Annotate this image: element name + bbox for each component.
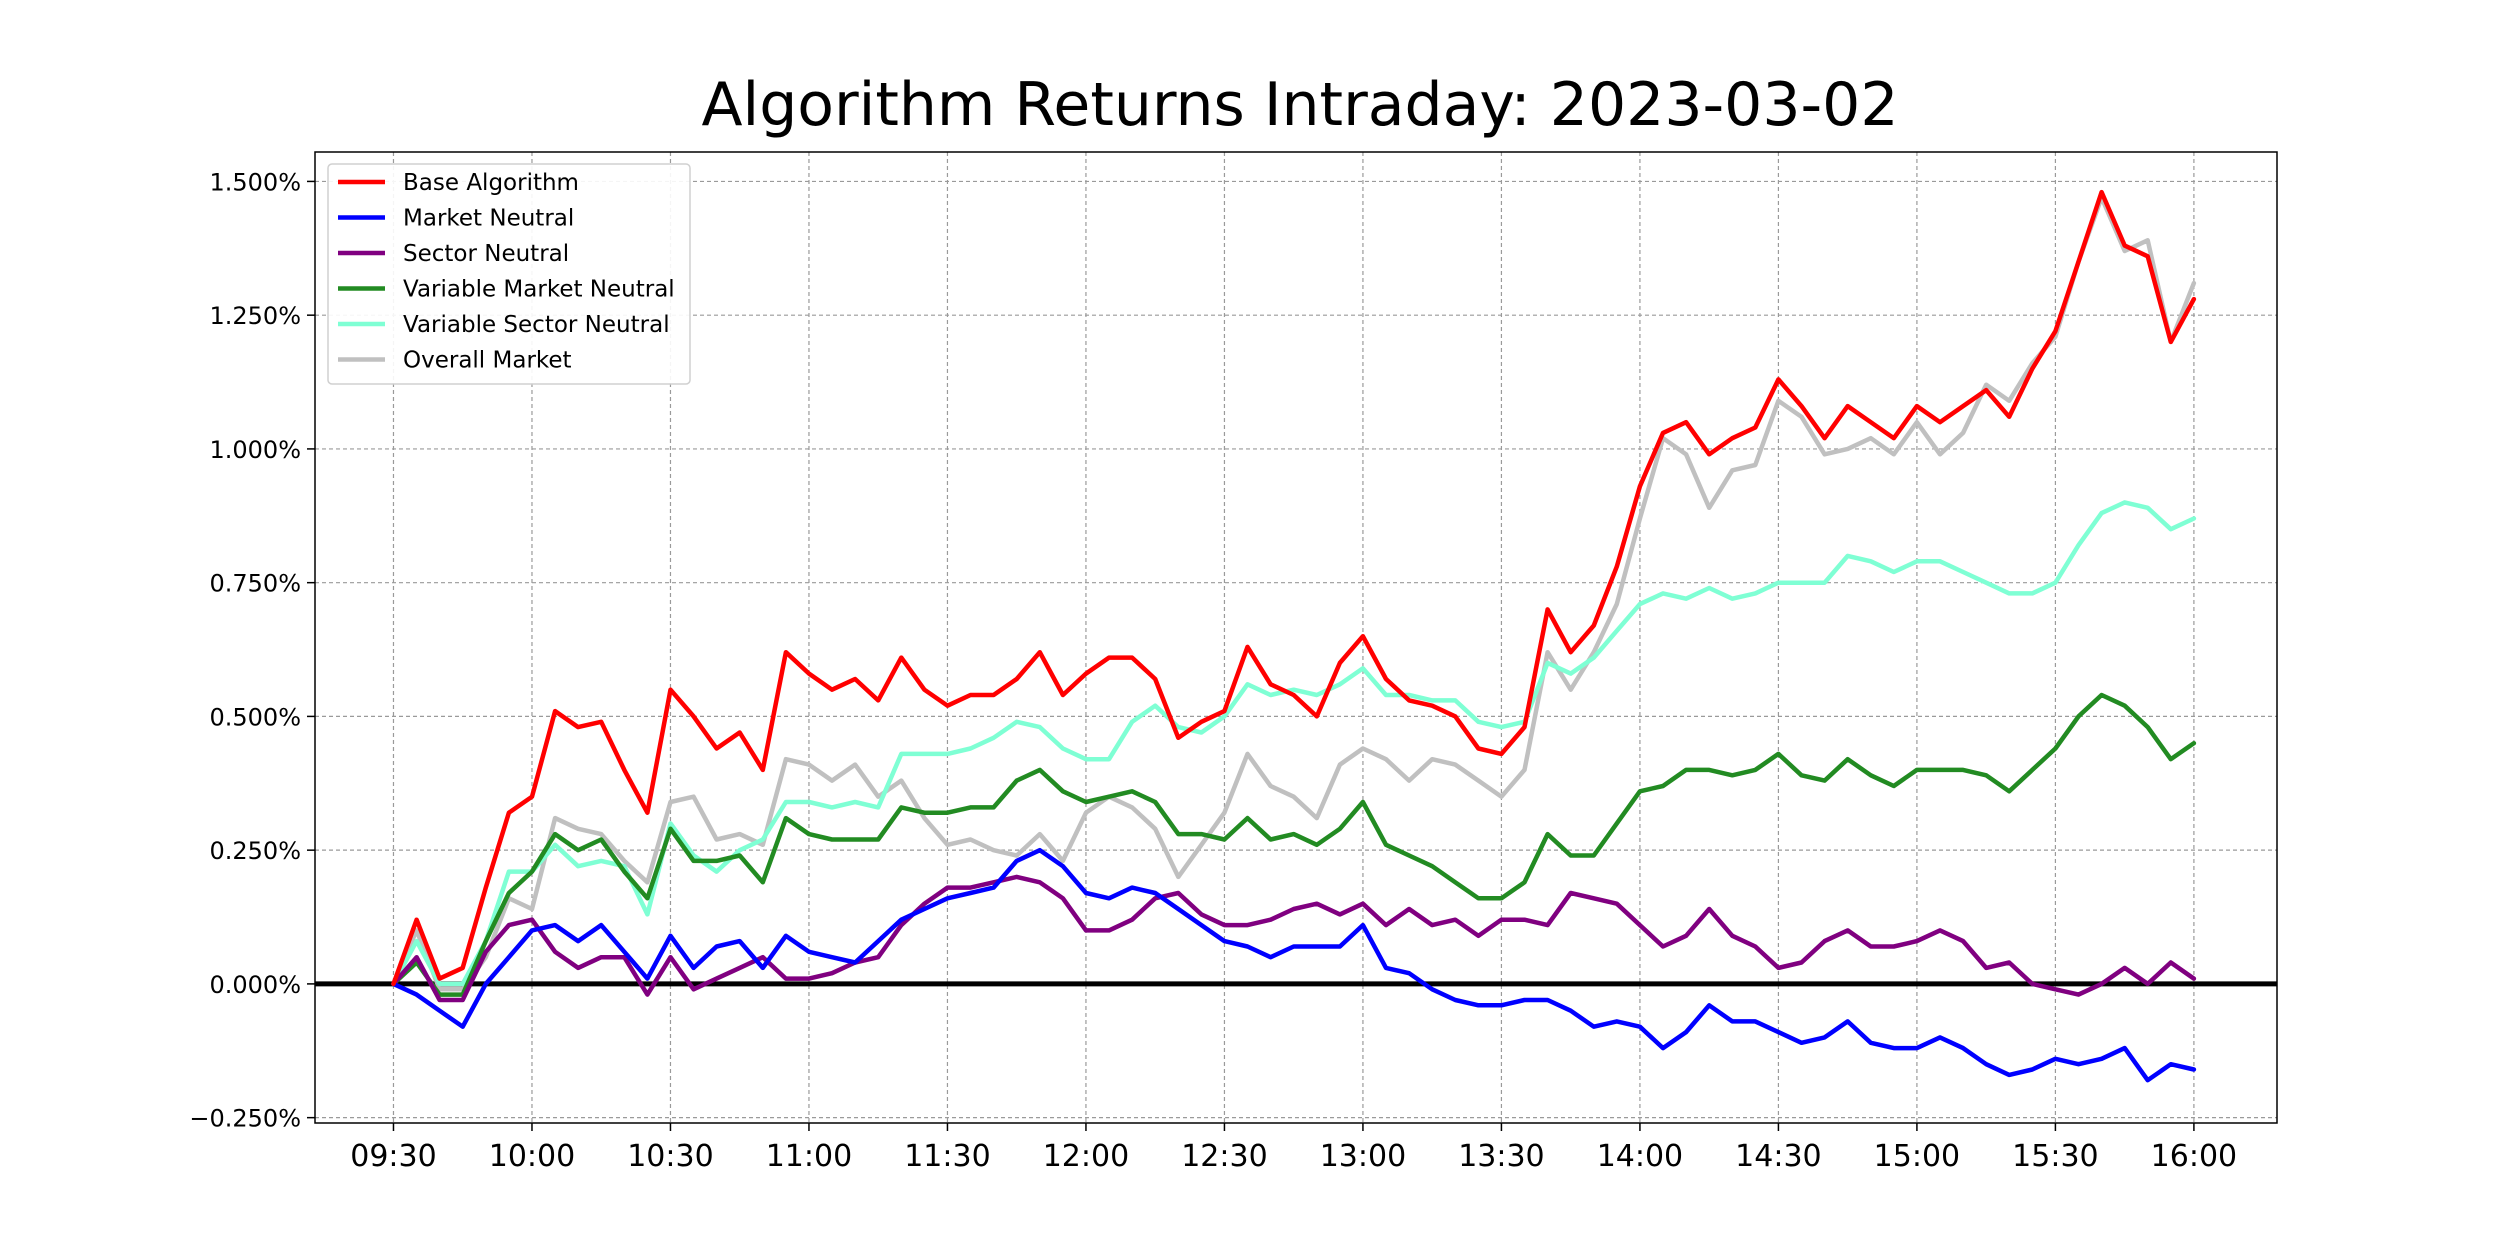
- legend-label: Variable Market Neutral: [403, 277, 675, 303]
- series-line-variable-sector-neutral: [391, 500, 2197, 987]
- x-tick-label: 10:00: [489, 1139, 575, 1174]
- plot-frame: [314, 151, 2278, 1124]
- x-tick-label: 11:00: [766, 1139, 852, 1174]
- x-tick-label: 10:30: [627, 1139, 713, 1174]
- series-layer: [391, 189, 2197, 1083]
- ticks: 09:30 10:00 10:30 11:00 11:30 12:00 12:30 13:00…: [189, 168, 2237, 1174]
- y-tick-label: 0.750%: [209, 570, 301, 598]
- x-tick-label: 09:30: [350, 1139, 436, 1174]
- legend-label: Sector Neutral: [403, 241, 569, 267]
- y-tick-label: 1.250%: [209, 302, 301, 330]
- x-tick-label: 16:00: [2151, 1139, 2237, 1174]
- legend-box: [327, 163, 691, 385]
- x-tick-label: 11:30: [904, 1139, 990, 1174]
- series-line-variable-market-neutral: [391, 692, 2197, 997]
- legend-item-sector-neutral[interactable]: Sector Neutral: [338, 241, 569, 267]
- legend-label: Market Neutral: [403, 206, 574, 232]
- y-tick-label: 1.000%: [209, 436, 301, 464]
- x-tick-label: 15:00: [1874, 1139, 1960, 1174]
- x-tick-label: 13:00: [1320, 1139, 1406, 1174]
- x-tick-label: 14:00: [1597, 1139, 1683, 1174]
- legend[interactable]: Base Algorithm Market Neutral Sector Neutr…: [327, 163, 691, 385]
- series-line-overall-market: [391, 195, 2197, 992]
- legend-label: Overall Market: [403, 348, 572, 374]
- series-line-sector-neutral: [391, 874, 2197, 1003]
- legend-item-market-neutral[interactable]: Market Neutral: [338, 206, 574, 232]
- y-tick-label: −0.250%: [189, 1105, 301, 1133]
- y-tick-label: 0.250%: [209, 837, 301, 865]
- x-tick-label: 12:30: [1181, 1139, 1267, 1174]
- y-tick-label: 1.500%: [209, 168, 301, 196]
- legend-item-variable-sector-neutral[interactable]: Variable Sector Neutral: [338, 312, 670, 338]
- legend-item-variable-market-neutral[interactable]: Variable Market Neutral: [338, 277, 675, 303]
- x-tick-label: 14:30: [1735, 1139, 1821, 1174]
- legend-item-base-algorithm[interactable]: Base Algorithm: [338, 170, 579, 196]
- x-tick-label: 12:00: [1043, 1139, 1129, 1174]
- series-line-base-algorithm: [391, 189, 2197, 987]
- series-line-market-neutral: [391, 847, 2197, 1083]
- y-tick-label: 0.500%: [209, 703, 301, 731]
- legend-item-overall-market[interactable]: Overall Market: [338, 348, 572, 374]
- y-tick-label: 0.000%: [209, 971, 301, 999]
- legend-label: Base Algorithm: [403, 170, 579, 196]
- x-tick-label: 15:30: [2012, 1139, 2098, 1174]
- chart-title: Algorithm Returns Intraday: 2023-03-02: [701, 70, 1899, 140]
- x-tick-label: 13:30: [1458, 1139, 1544, 1174]
- legend-label: Variable Sector Neutral: [403, 312, 670, 338]
